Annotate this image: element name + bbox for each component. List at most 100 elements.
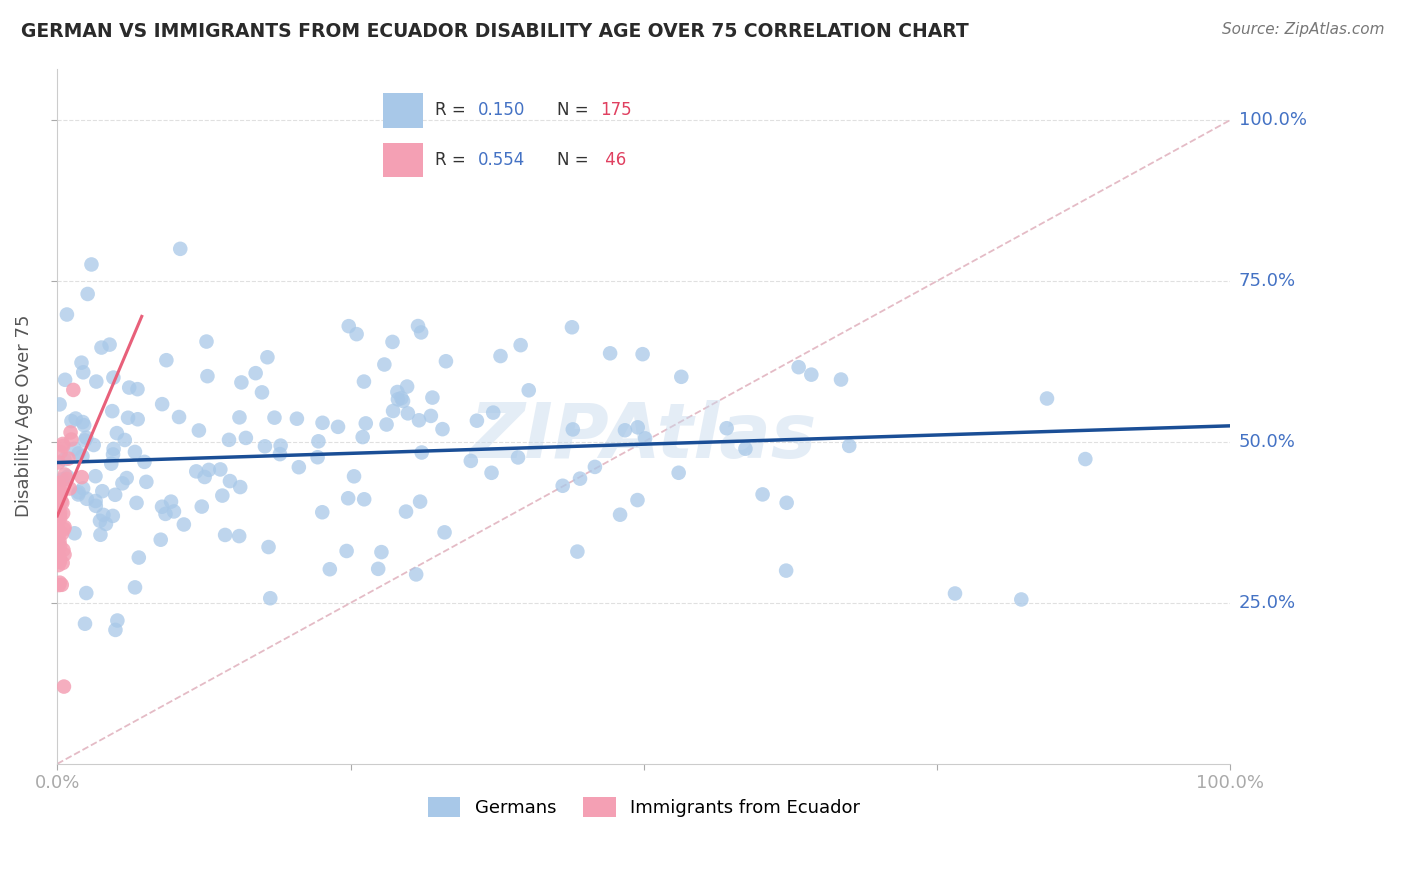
Point — [48, 554, 70, 568]
Point — [67, 446, 90, 460]
Point — [517, 384, 540, 398]
Point — [73, 434, 96, 448]
Point — [73, 616, 96, 631]
Point — [198, 463, 221, 477]
Point — [135, 475, 157, 489]
Point — [311, 416, 333, 430]
Point — [614, 423, 637, 437]
Point — [307, 434, 329, 449]
Point — [124, 445, 146, 459]
Point — [48, 508, 70, 523]
Text: ZIPAtlas: ZIPAtlas — [470, 400, 817, 474]
Point — [285, 411, 308, 425]
Point — [465, 414, 488, 428]
Point — [89, 528, 111, 542]
Point — [49, 575, 72, 590]
Point — [52, 506, 75, 520]
Point — [167, 410, 190, 425]
Point — [551, 479, 574, 493]
Point — [84, 499, 107, 513]
Point — [395, 505, 418, 519]
Point — [53, 522, 76, 536]
Point — [105, 614, 128, 628]
Point — [830, 372, 852, 386]
Point — [235, 431, 257, 445]
Point — [257, 540, 280, 554]
Point — [75, 586, 97, 600]
Point — [353, 492, 375, 507]
Point — [460, 454, 482, 468]
Point — [101, 447, 124, 461]
Point — [787, 360, 810, 375]
Point — [134, 455, 156, 469]
Point — [98, 337, 121, 351]
Point — [49, 445, 72, 459]
Point — [48, 487, 70, 501]
Point — [104, 488, 127, 502]
Point — [127, 382, 149, 396]
Point — [150, 500, 173, 514]
Point — [51, 496, 73, 510]
Point — [114, 433, 136, 447]
Point — [63, 442, 86, 456]
Point — [60, 414, 83, 428]
Point — [51, 494, 73, 508]
Point — [56, 469, 79, 483]
Point — [434, 354, 457, 368]
Point — [150, 397, 173, 411]
Point — [187, 424, 209, 438]
Point — [59, 425, 82, 440]
Point — [89, 514, 111, 528]
Text: 50.0%: 50.0% — [1239, 433, 1295, 451]
Point — [775, 496, 797, 510]
Point — [48, 534, 70, 549]
Point — [197, 369, 219, 384]
Point — [52, 543, 75, 558]
Point — [169, 242, 191, 256]
Point — [631, 347, 654, 361]
Point — [194, 470, 217, 484]
Text: 100.0%: 100.0% — [1239, 111, 1306, 129]
Point — [775, 564, 797, 578]
Point — [1074, 452, 1097, 467]
Point — [73, 418, 96, 433]
Point — [48, 476, 70, 491]
Point — [49, 484, 72, 499]
Point — [1036, 392, 1059, 406]
Point — [101, 508, 124, 523]
Point — [219, 474, 242, 488]
Point — [367, 562, 389, 576]
Point — [506, 450, 529, 465]
Point — [481, 466, 503, 480]
Point — [63, 526, 86, 541]
Point — [49, 555, 72, 569]
Point — [375, 417, 398, 432]
Point — [65, 411, 87, 425]
Point — [419, 409, 441, 423]
Point — [411, 326, 433, 340]
Point — [346, 327, 368, 342]
Text: GERMAN VS IMMIGRANTS FROM ECUADOR DISABILITY AGE OVER 75 CORRELATION CHART: GERMAN VS IMMIGRANTS FROM ECUADOR DISABI… — [21, 22, 969, 41]
Point — [56, 308, 79, 322]
Point — [353, 375, 375, 389]
Point — [103, 442, 125, 456]
Point — [186, 464, 208, 478]
Point — [125, 496, 148, 510]
Point — [634, 431, 657, 445]
Y-axis label: Disability Age Over 75: Disability Age Over 75 — [15, 315, 32, 517]
Point — [337, 491, 360, 506]
Point — [83, 438, 105, 452]
Point — [59, 482, 82, 496]
Point — [72, 481, 94, 495]
Point — [48, 475, 70, 490]
Point — [668, 466, 690, 480]
Point — [387, 384, 409, 399]
Point — [256, 351, 278, 365]
Point — [48, 397, 70, 411]
Point — [124, 580, 146, 594]
Point — [352, 430, 374, 444]
Point — [370, 545, 392, 559]
Point — [626, 493, 648, 508]
Point — [382, 404, 405, 418]
Point — [53, 520, 76, 534]
